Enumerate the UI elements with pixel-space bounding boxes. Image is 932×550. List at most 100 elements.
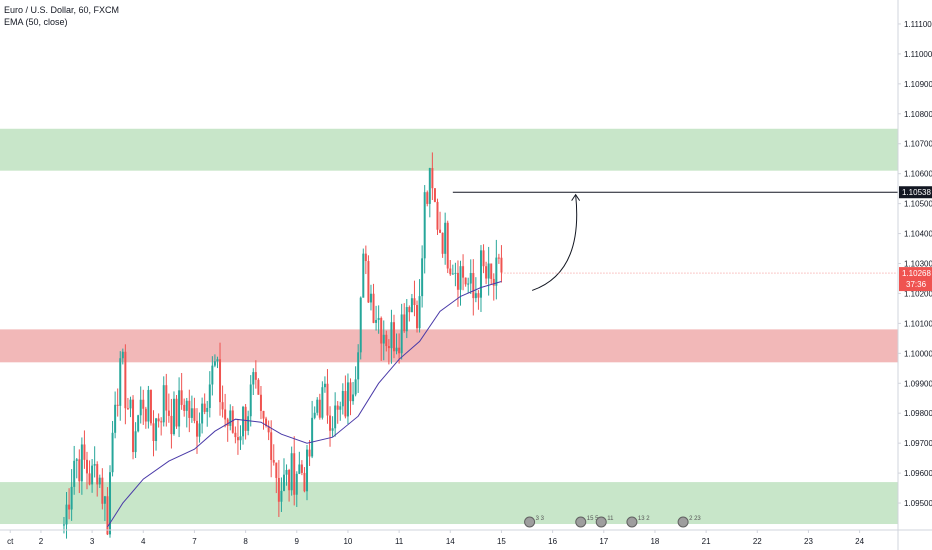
candle-body <box>262 410 265 419</box>
candle-body <box>329 415 332 431</box>
candle-body <box>464 277 467 285</box>
candle-body <box>426 192 429 204</box>
event-marker-icon <box>575 516 587 528</box>
candle-body <box>231 410 234 433</box>
candle-body <box>242 406 245 437</box>
price-tick-label: 1.09500 <box>904 499 932 508</box>
candle-body <box>295 473 298 495</box>
candle-body <box>195 420 198 437</box>
candle-body <box>313 412 316 418</box>
time-tick-label: 8 <box>243 537 248 546</box>
candle-body <box>300 464 303 473</box>
candle-body <box>446 222 449 269</box>
candle-body <box>282 474 285 491</box>
candle-body <box>165 385 168 411</box>
candle-body <box>91 465 94 485</box>
candle-body <box>352 394 355 402</box>
candle-body <box>85 459 88 474</box>
price-tick-label: 1.10300 <box>904 260 932 269</box>
candle-body <box>203 403 206 412</box>
price-tick-label: 1.10000 <box>904 349 932 358</box>
candle-body <box>341 391 344 407</box>
candle-body <box>428 168 431 204</box>
candle-body <box>303 472 306 492</box>
candle-body <box>336 405 339 410</box>
time-tick-label: 2 <box>39 537 44 546</box>
candle-body <box>119 358 122 406</box>
candle-body <box>129 399 132 409</box>
candle-body <box>190 408 193 418</box>
event-label: 3 3 <box>536 516 545 522</box>
candle-body <box>142 399 145 409</box>
candle-body <box>93 464 96 466</box>
candle-body <box>467 283 470 285</box>
overlay-layer: 3 3 15 5 11 13 2 2 23 <box>107 191 898 528</box>
ema-line <box>107 281 502 528</box>
candle-body <box>224 409 227 420</box>
time-tick-label: 10 <box>343 537 352 546</box>
candle-body <box>180 390 183 405</box>
candle-body <box>270 432 273 460</box>
candle-body <box>160 421 163 423</box>
candle-body <box>308 449 311 457</box>
price-tick-label: 1.10900 <box>904 80 932 89</box>
candle-body <box>298 464 301 474</box>
candle-body <box>275 462 278 478</box>
price-tick-label: 1.11000 <box>904 50 932 59</box>
event-marker-icon <box>595 516 607 528</box>
price-tick-label: 1.09600 <box>904 469 932 478</box>
candle-body <box>490 263 493 279</box>
time-tick-label: 3 <box>90 537 95 546</box>
candle-body <box>155 418 158 442</box>
candle-body <box>80 444 83 482</box>
time-tick-label: 22 <box>753 537 762 546</box>
candle-body <box>497 257 500 259</box>
candle-body <box>208 384 211 408</box>
candle-body <box>75 459 78 461</box>
candle-body <box>62 524 65 526</box>
candle-body <box>285 469 288 475</box>
candle-body <box>500 257 503 273</box>
candle-body <box>398 347 401 354</box>
candle-body <box>111 432 114 473</box>
level-tag-label: 1.10538 <box>902 188 931 197</box>
candle-body <box>98 477 101 485</box>
candle-body <box>492 278 495 286</box>
candle-body <box>413 298 416 306</box>
candle-body <box>198 423 201 437</box>
candle-body <box>395 347 398 352</box>
candle-body <box>485 266 488 279</box>
candle-body <box>326 383 329 416</box>
candle-body <box>65 504 68 525</box>
candle-body <box>109 472 112 535</box>
candle-body <box>221 402 224 410</box>
candle-body <box>157 418 160 422</box>
candle-body <box>444 222 447 254</box>
candle-body <box>175 398 178 427</box>
time-tick-label: ct <box>7 537 14 546</box>
time-tick-label: 17 <box>599 537 608 546</box>
chart-title: Euro / U.S. Dollar, 60, FXCM <box>4 5 120 15</box>
candle-body <box>149 389 152 424</box>
candle-body <box>400 314 403 354</box>
candle-body <box>439 229 442 233</box>
time-tick-label: 14 <box>446 537 455 546</box>
candle-body <box>293 453 296 495</box>
price-tick-label: 1.11100 <box>904 20 932 29</box>
zone-support-bottom <box>0 482 898 525</box>
candle-body <box>421 258 424 297</box>
candle-body <box>134 431 137 453</box>
candle-body <box>78 459 81 482</box>
indicator-label: EMA (50, close) <box>4 17 68 27</box>
candle-body <box>364 253 367 262</box>
candle-body <box>277 477 280 502</box>
arrow-head <box>571 193 581 201</box>
candle-body <box>178 390 181 427</box>
candle-body <box>456 272 459 290</box>
candle-body <box>70 486 73 510</box>
candle-body <box>451 273 454 275</box>
candle-body <box>349 382 352 402</box>
event-marker-icon <box>626 516 638 528</box>
zone-support-mid <box>0 329 898 363</box>
